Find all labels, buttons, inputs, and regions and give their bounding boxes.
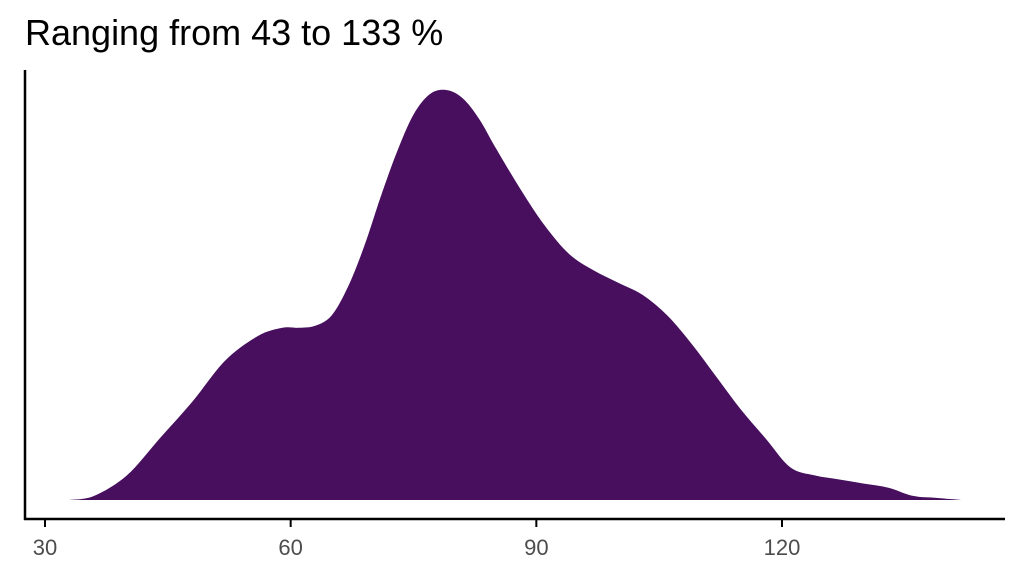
x-tick-label: 120 — [764, 535, 801, 560]
density-area — [69, 89, 963, 500]
chart-title: Ranging from 43 to 133 % — [25, 12, 444, 53]
x-tick-label: 60 — [278, 535, 302, 560]
x-tick-label: 90 — [524, 535, 548, 560]
x-tick-label: 30 — [33, 535, 57, 560]
